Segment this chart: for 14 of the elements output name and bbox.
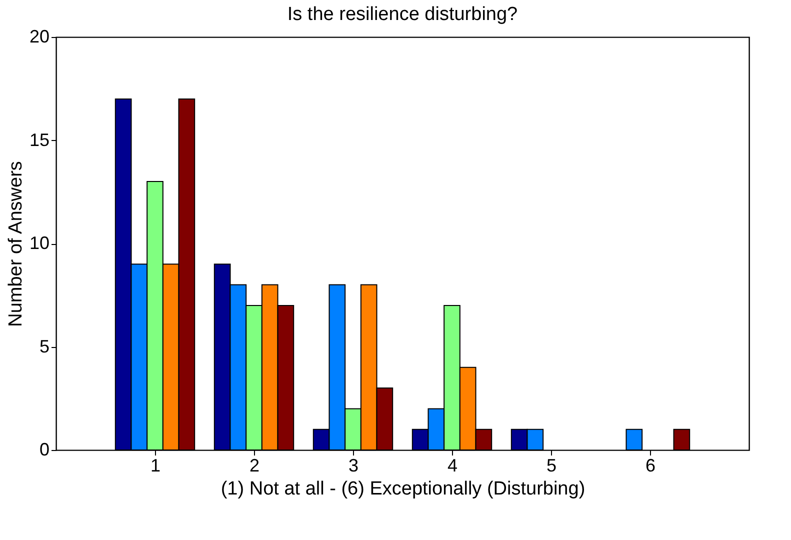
x-axis-title: (1) Not at all - (6) Exceptionally (Disturbing) — [220, 478, 586, 500]
y-tick-label: 0 — [39, 440, 50, 460]
x-tick-label: 1 — [150, 456, 161, 476]
y-axis-title: Number of Answers — [5, 161, 26, 327]
y-tick-label: 5 — [39, 336, 50, 356]
x-tick-label: 6 — [645, 456, 656, 476]
chart-title: Is the resilience disturbing? — [287, 4, 518, 25]
x-tick-label: 3 — [348, 456, 359, 476]
x-tick-label: 5 — [546, 456, 557, 476]
x-tick-label: 2 — [249, 456, 260, 476]
x-tick-label: 4 — [447, 456, 458, 476]
y-tick-label: 10 — [29, 233, 50, 253]
y-tick-label: 20 — [29, 26, 50, 46]
y-tick-label: 15 — [29, 130, 50, 150]
